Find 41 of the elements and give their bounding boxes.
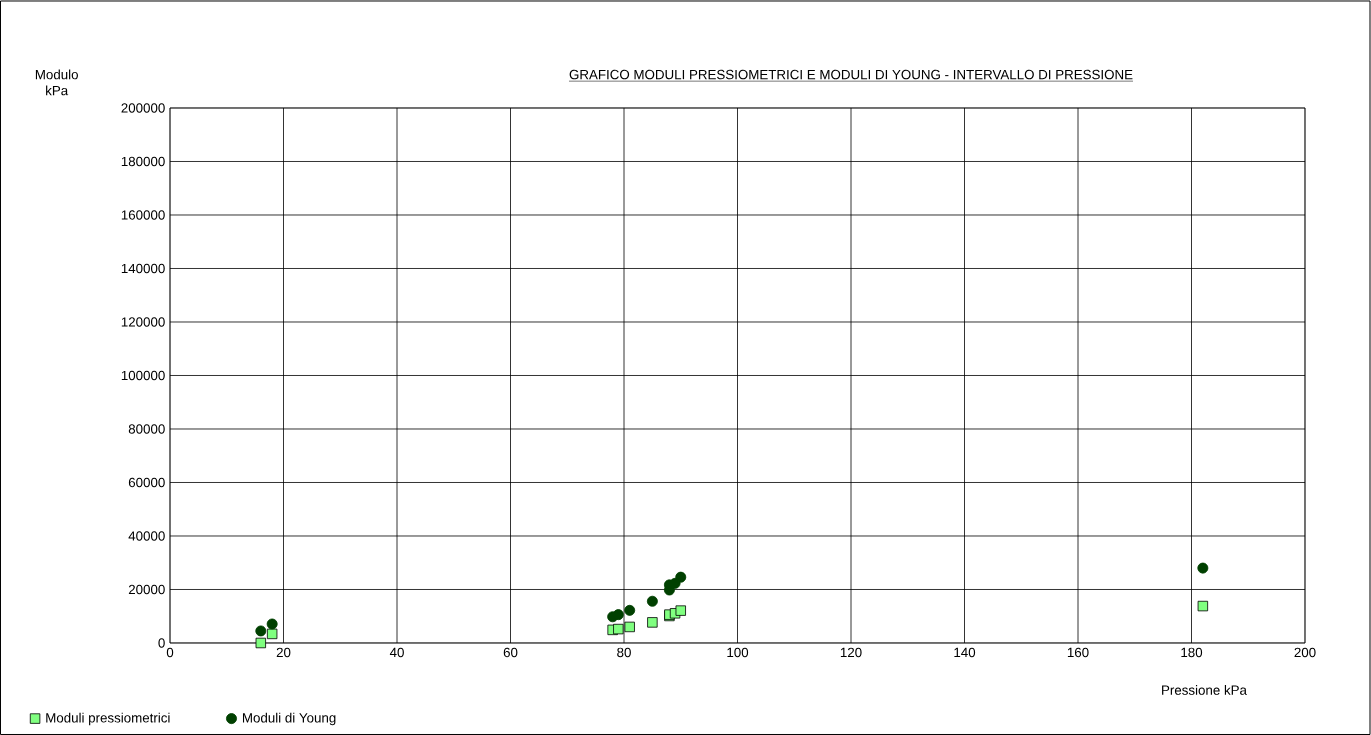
legend-label: Moduli di Young [242,712,336,726]
point [1197,600,1209,612]
point [613,623,624,635]
point [266,618,278,630]
point [647,617,658,628]
x-tick-label: 20 [276,647,291,658]
chart-title: GRAFICO MODULI PRESSIOMETRICI E MODULI DI YOUNG - INTERVALLO DI PRESSIONE [569,69,1133,80]
x-tick-label: 120 [840,647,862,658]
point [255,625,267,637]
y-tick-label: 0 [158,638,165,648]
x-axis-title: Pressione kPa [1162,685,1247,695]
x-tick-label: 140 [954,647,976,658]
point [675,571,687,583]
y-tick-label: 20000 [128,584,165,595]
point [1197,562,1209,574]
y-tick-label: 140000 [121,263,165,274]
x-tick-label: 40 [389,647,404,658]
x-tick-label: 100 [727,647,749,658]
x-tick-label: 200 [1294,647,1316,658]
y-tick-label: 100000 [121,370,165,381]
point [624,604,636,616]
x-tick-label: 0 [166,647,174,658]
point [266,628,278,640]
x-tick-label: 80 [617,647,631,658]
y-axis-title: Modulo kPa [35,69,78,96]
y-tick-label: 120000 [121,317,165,327]
legend-label: Moduli pressiometrici [46,712,170,726]
y-tick-label: 180000 [121,156,165,167]
point [612,609,624,621]
point [646,595,658,607]
x-tick-label: 60 [503,647,518,658]
y-tick-label: 80000 [128,424,165,434]
point [624,621,635,633]
y-tick-label: 40000 [128,531,165,541]
y-tick-label: 160000 [121,210,165,220]
y-tick-label: 200000 [121,103,165,113]
point [255,637,267,649]
point [675,605,686,616]
y-tick-label: 60000 [128,477,165,488]
x-tick-label: 160 [1067,647,1089,658]
x-tick-label: 180 [1181,647,1203,658]
